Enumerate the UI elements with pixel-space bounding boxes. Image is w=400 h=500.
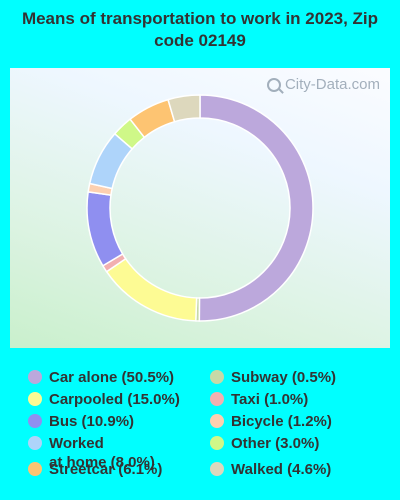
legend-swatch (210, 462, 224, 476)
legend-label: Subway (0.5%) (231, 369, 337, 386)
legend-swatch (28, 414, 42, 428)
legend-item-carpooled: Carpooled (15.0%) (28, 390, 180, 409)
legend-label: Streetcar (6.1%) (49, 461, 163, 478)
legend-swatch (28, 462, 42, 476)
legend-swatch (28, 392, 42, 406)
legend-label: Bus (10.9%) (49, 413, 135, 430)
legend-item-subway: Subway (0.5%) (210, 368, 336, 387)
slice-walked (167, 94, 201, 123)
legend-item-bus: Bus (10.9%) (28, 412, 134, 431)
legend-swatch (210, 436, 224, 450)
legend-label: Walked (4.6%) (231, 461, 332, 478)
magnifier-icon (266, 77, 281, 92)
legend-item-walked: Walked (4.6%) (210, 460, 331, 479)
legend-swatch (210, 392, 224, 406)
legend-item-bicycle: Bicycle (1.2%) (210, 412, 332, 431)
legend-swatch (28, 436, 42, 450)
chart-title: Means of transportation to work in 2023,… (21, 9, 379, 50)
donut-chart (86, 94, 314, 322)
watermark-text: City-Data.com (284, 76, 380, 93)
legend-label: Taxi (1.0%) (231, 391, 309, 408)
legend-label: Car alone (50.5%) (49, 369, 175, 386)
legend-label: Carpooled (15.0%) (49, 391, 180, 408)
watermark: City-Data.com (266, 76, 380, 93)
legend-item-streetcar: Streetcar (6.1%) (28, 460, 162, 479)
legend-item-car-alone: Car alone (50.5%) (28, 368, 174, 387)
slice-carpooled (105, 257, 198, 322)
slice-car-alone (198, 94, 314, 322)
legend-item-other: Other (3.0%) (210, 434, 319, 453)
slice-bus (86, 191, 124, 267)
legend-label: Other (3.0%) (231, 435, 320, 452)
legend-label: Worked at home (8.0%) (49, 435, 155, 471)
legend-swatch (210, 414, 224, 428)
legend-item-taxi: Taxi (1.0%) (210, 390, 308, 409)
legend-swatch (28, 370, 42, 384)
legend: Car alone (50.5%) Subway (0.5%) Carpooled … (0, 364, 400, 494)
legend-label: Bicycle (1.2%) (231, 413, 332, 430)
plot-area: City-Data.com (10, 68, 390, 348)
legend-swatch (210, 370, 224, 384)
legend-item-worked-at-home: Worked at home (8.0%) (28, 434, 155, 472)
